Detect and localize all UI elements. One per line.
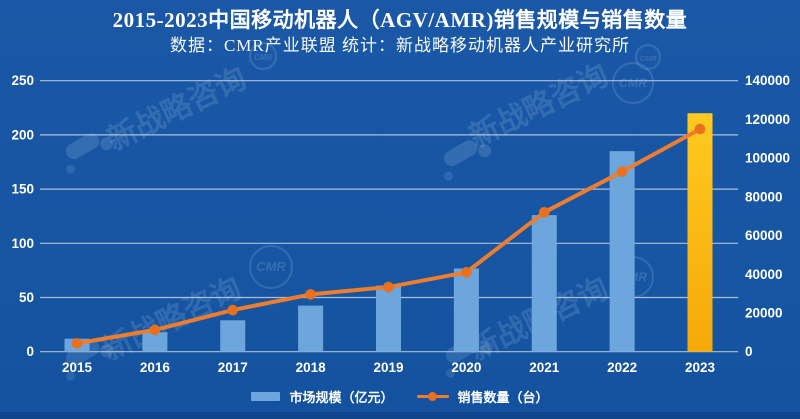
chart-header: 2015-2023中国移动机器人（AGV/AMR)销售规模与销售数量 数据：CM… xyxy=(0,7,800,56)
line-point-2021 xyxy=(538,207,550,218)
cmr-logo-text: CMR xyxy=(256,259,286,274)
legend-line-dot xyxy=(428,391,437,401)
line-point-2019 xyxy=(383,281,394,293)
bar-2018 xyxy=(298,305,324,352)
legend: 市场规模（亿元） 销售数量（台） xyxy=(0,387,800,405)
left-axis-tick-label: 200 xyxy=(11,127,34,142)
line-point-2020 xyxy=(461,267,472,278)
right-axis-tick-label: 140000 xyxy=(745,73,790,88)
line-point-2016 xyxy=(149,324,161,336)
cmr-logo-watermark xyxy=(248,244,294,290)
footer-strip xyxy=(0,412,800,419)
x-axis-label: 2023 xyxy=(685,360,716,375)
legend-bar-swatch xyxy=(251,391,281,401)
cmr-logo-text: CMR xyxy=(254,53,273,62)
legend-line-label: 销售数量（台） xyxy=(457,389,549,405)
cmr-logo-watermark xyxy=(611,61,655,105)
x-axis-label: 2015 xyxy=(62,360,93,375)
x-axis-label: 2017 xyxy=(218,360,248,375)
watermark-text: 新战略咨询 xyxy=(97,272,246,367)
cmr-logo-text: CMR xyxy=(619,76,647,90)
cmr-logo-watermark xyxy=(634,43,662,71)
x-axis-label: 2016 xyxy=(140,360,171,375)
bar-2016 xyxy=(142,332,168,352)
x-axis-label: 2021 xyxy=(529,360,560,375)
left-axis-tick-label: 0 xyxy=(26,344,34,359)
watermark-bubbles xyxy=(65,340,114,381)
right-axis-tick-label: 120000 xyxy=(745,112,790,127)
chart-subtitle: 数据：CMR产业联盟 统计：新战略移动机器人产业研究所 xyxy=(169,36,631,55)
bar-2023 xyxy=(687,113,713,352)
line-point-2018 xyxy=(305,289,316,300)
chart-title: 2015-2023中国移动机器人（AGV/AMR)销售规模与销售数量 xyxy=(112,8,688,32)
x-axis-label: 2022 xyxy=(607,360,637,375)
left-axis-tick-label: 100 xyxy=(11,236,34,251)
right-axis-tick-label: 0 xyxy=(745,344,753,359)
line-point-2017 xyxy=(227,304,239,316)
legend-bar-label: 市场规模（亿元） xyxy=(289,389,394,405)
watermark-bubbles xyxy=(443,140,492,181)
right-axis-tick-label: 20000 xyxy=(745,305,783,320)
bar-2022 xyxy=(609,151,635,352)
line-point-2015 xyxy=(71,338,83,349)
line-point-2023 xyxy=(694,123,706,135)
x-axis-label: 2020 xyxy=(451,360,481,375)
x-axis-label: 2019 xyxy=(373,360,403,375)
bar-2019 xyxy=(376,285,401,352)
bar-2021 xyxy=(531,215,557,352)
right-axis-tick-label: 60000 xyxy=(745,228,783,243)
left-axis-tick-label: 250 xyxy=(11,73,34,88)
left-axis-tick-label: 150 xyxy=(11,182,34,197)
line-point-2022 xyxy=(616,166,628,177)
x-axis-label: 2018 xyxy=(296,360,327,375)
watermark-bubbles xyxy=(65,133,114,174)
bar-2020 xyxy=(453,268,479,352)
legend-line-swatch xyxy=(416,391,449,401)
left-axis-tick-label: 50 xyxy=(19,290,34,305)
watermark-text: 新战略咨询 xyxy=(102,62,251,157)
cmr-logo-text: CMR xyxy=(640,54,658,63)
bar-2017 xyxy=(220,320,246,352)
right-axis-tick-label: 40000 xyxy=(745,267,783,282)
right-axis-tick-label: 80000 xyxy=(745,189,783,204)
right-axis-tick-label: 100000 xyxy=(745,151,790,166)
watermark-text: 新战略咨询 xyxy=(464,59,613,154)
cmr-logo-watermark xyxy=(248,41,278,71)
